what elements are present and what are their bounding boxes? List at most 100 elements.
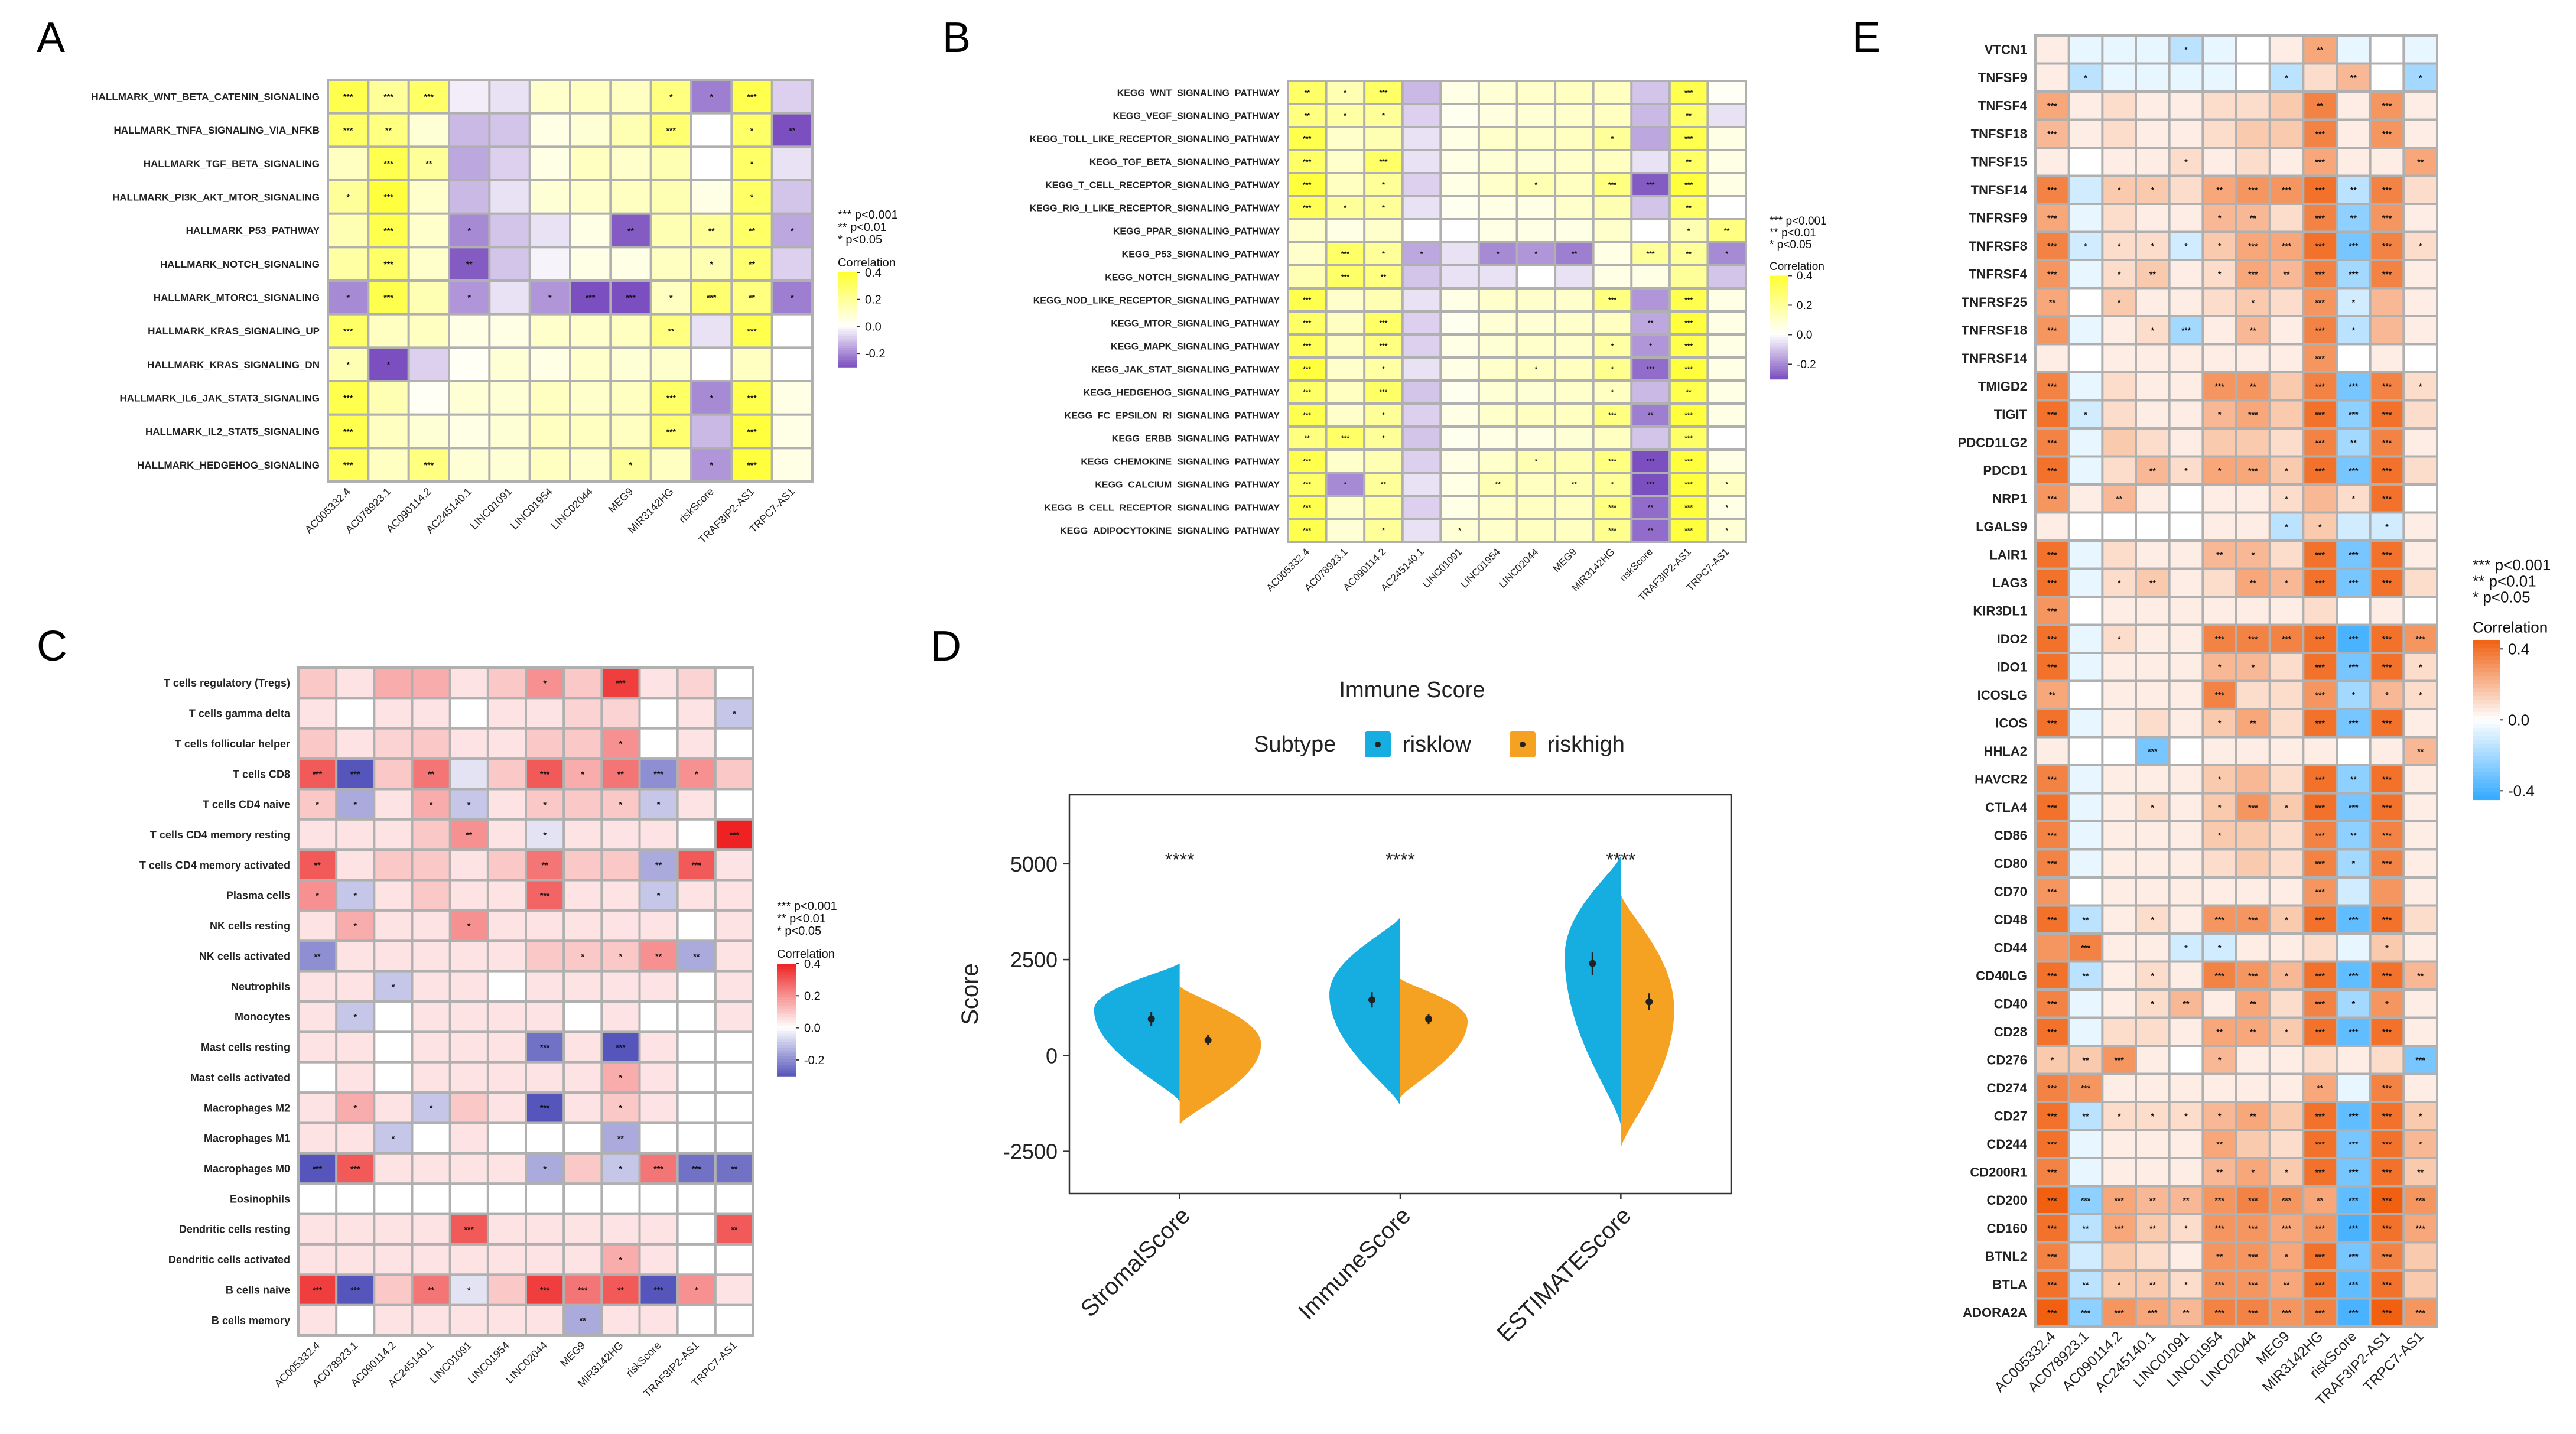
heatmap-cell <box>489 1185 525 1213</box>
heatmap-cell <box>2237 1103 2269 1129</box>
heatmap-cell <box>337 699 373 727</box>
significance-mark: * <box>1611 388 1614 396</box>
significance-mark: *** <box>2047 382 2057 391</box>
heatmap-cell <box>413 881 449 909</box>
heatmap-cell <box>733 148 771 179</box>
significance-mark: * <box>2184 45 2188 54</box>
heatmap-cell <box>1709 197 1745 218</box>
row-label-t-cells-regulatory-tregs: T cells regulatory (Tregs) <box>164 677 290 689</box>
significance-mark: *** <box>2315 691 2325 700</box>
heatmap-cell <box>2271 879 2302 905</box>
heatmap-cell <box>640 1033 676 1061</box>
heatmap-cell <box>2237 1075 2269 1101</box>
significance-mark: *** <box>343 394 353 403</box>
legend-colorbar-step <box>2473 779 2500 785</box>
heatmap-cell <box>678 699 714 727</box>
heatmap-cell <box>716 1003 752 1031</box>
significance-mark: * <box>387 360 391 369</box>
heatmap-cell <box>2405 430 2436 456</box>
heatmap-cell <box>2204 513 2235 539</box>
heatmap-cell <box>2170 513 2202 539</box>
significance-mark: * <box>2419 1140 2422 1149</box>
significance-mark: * <box>354 1012 357 1022</box>
heatmap-cell <box>531 148 569 179</box>
heatmap-cell <box>531 282 569 313</box>
heatmap-cell <box>1556 520 1592 541</box>
heatmap-cell <box>2338 1075 2369 1101</box>
heatmap-cell <box>1289 128 1325 149</box>
heatmap-cell <box>2137 64 2168 90</box>
heatmap-cell <box>1289 105 1325 126</box>
legend-tick-label: 0.2 <box>865 294 882 307</box>
heatmap-cell <box>1518 82 1554 103</box>
row-label-cd160: CD160 <box>1987 1221 2027 1236</box>
heatmap-cell <box>409 148 448 179</box>
legend-colorbar-step <box>838 296 857 299</box>
heatmap-cell <box>2037 233 2068 259</box>
significance-mark: * <box>354 921 357 931</box>
heatmap-cell <box>489 1063 525 1092</box>
legend-colorbar-step <box>1770 366 1788 369</box>
heatmap-cell <box>1327 336 1364 356</box>
heatmap-cell <box>2338 317 2369 343</box>
heatmap-cell <box>1289 197 1325 218</box>
heatmap-cell <box>2070 317 2102 343</box>
heatmap-cell <box>1670 174 1707 195</box>
heatmap-cell <box>527 1185 563 1213</box>
significance-mark: * <box>1344 204 1347 212</box>
heatmap-cell <box>678 1124 714 1152</box>
significance-mark: * <box>2318 522 2322 532</box>
significance-mark: * <box>2285 73 2288 83</box>
heatmap-cell <box>2271 1272 2302 1298</box>
significance-mark: ** <box>749 226 755 235</box>
heatmap-cell <box>531 315 569 347</box>
heatmap-cell <box>2103 373 2135 399</box>
heatmap-cell <box>2170 93 2202 119</box>
legend-colorbar-step <box>777 977 796 981</box>
heatmap-cell <box>773 415 811 447</box>
legend-tick-label: -0.4 <box>2508 782 2535 799</box>
heatmap-cell <box>2103 935 2135 961</box>
column-label-linc01954: LINC01954 <box>1459 546 1502 590</box>
heatmap-cell <box>413 820 449 849</box>
heatmap-cell <box>2371 1103 2403 1129</box>
heatmap-cell <box>451 1003 487 1031</box>
heatmap-cell <box>1670 197 1707 218</box>
heatmap-cell <box>678 1003 714 1031</box>
heatmap-cell <box>1442 451 1478 472</box>
heatmap-cell <box>565 851 601 879</box>
legend-colorbar-step <box>1770 304 1788 307</box>
significance-mark: ** <box>2350 73 2357 83</box>
heatmap-cell <box>1289 243 1325 264</box>
heatmap-cell <box>640 851 676 879</box>
heatmap-cell <box>2137 177 2168 203</box>
heatmap-cell <box>2237 261 2269 287</box>
heatmap-cell <box>369 214 408 246</box>
heatmap-cell <box>2237 710 2269 736</box>
heatmap-cell <box>1670 382 1707 402</box>
heatmap-cell <box>450 248 489 279</box>
heatmap-cell <box>2405 1019 2436 1045</box>
heatmap-cell <box>2204 233 2235 259</box>
legend-colorbar-step <box>838 310 857 313</box>
heatmap-cell <box>1709 220 1745 241</box>
heatmap-cell <box>375 972 411 1000</box>
significance-mark: *** <box>2315 157 2325 167</box>
significance-mark: * <box>581 769 585 779</box>
heatmap-cell <box>1327 105 1364 126</box>
significance-mark: * <box>2118 186 2121 195</box>
heatmap-cell <box>375 881 411 909</box>
significance-mark: * <box>316 891 319 900</box>
significance-mark: *** <box>1608 503 1616 512</box>
significance-mark: *** <box>383 159 393 168</box>
heatmap-cell <box>2271 37 2302 63</box>
heatmap-cell <box>2070 1159 2102 1185</box>
legend-colorbar-step <box>838 336 857 339</box>
heatmap-cell <box>678 851 714 879</box>
heatmap-cell <box>1365 428 1401 448</box>
heatmap-cell <box>2103 64 2135 90</box>
heatmap-cell <box>2405 879 2436 905</box>
heatmap-cell <box>409 248 448 279</box>
significance-mark: *** <box>343 427 353 436</box>
heatmap-cell <box>2237 1272 2269 1298</box>
